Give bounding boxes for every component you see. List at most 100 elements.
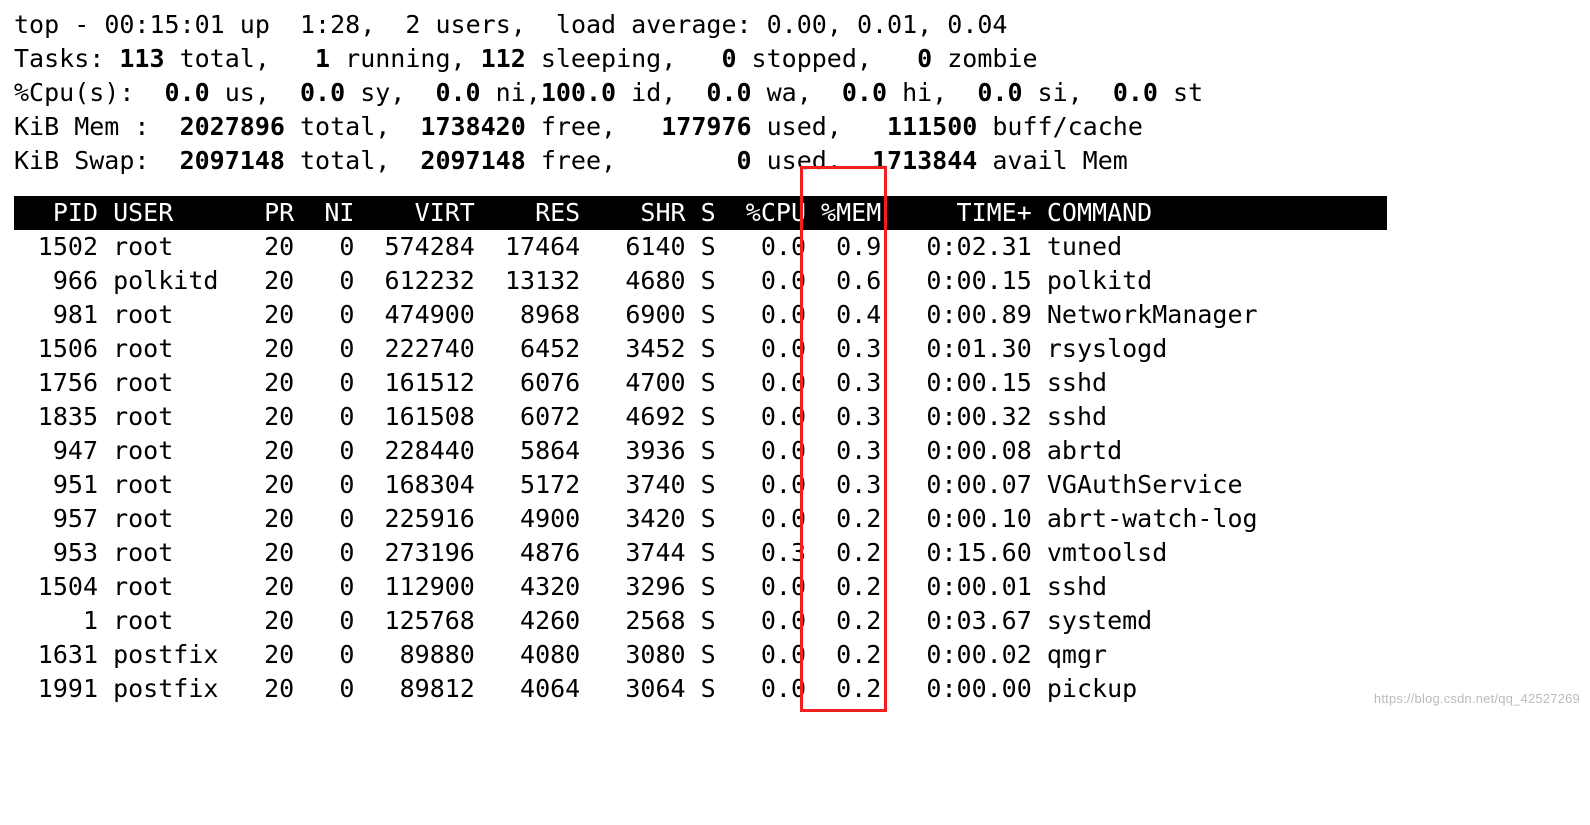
cell-cmd: NetworkManager	[1047, 298, 1387, 332]
cell-shr: 4680	[580, 264, 685, 298]
cell-mem: 0.2	[806, 502, 881, 536]
col-pid[interactable]: PID	[14, 196, 98, 230]
col-ni[interactable]: NI	[294, 196, 354, 230]
cell-res: 6076	[475, 366, 580, 400]
table-row[interactable]: 981 root 20 0 474900 8968 6900 S 0.0 0.4…	[14, 298, 1387, 332]
cell-ni: 0	[294, 604, 354, 638]
cell-pr: 20	[249, 638, 294, 672]
cell-cpu: 0.0	[716, 502, 806, 536]
cell-time: 0:02.31	[896, 230, 1031, 264]
cell-s: S	[686, 536, 716, 570]
cell-user: root	[113, 298, 249, 332]
cell-ni: 0	[294, 672, 354, 706]
table-row[interactable]: 966 polkitd 20 0 612232 13132 4680 S 0.0…	[14, 264, 1387, 298]
table-row[interactable]: 1506 root 20 0 222740 6452 3452 S 0.0 0.…	[14, 332, 1387, 366]
cell-time: 0:00.89	[896, 298, 1031, 332]
cell-ni: 0	[294, 366, 354, 400]
cell-time: 0:00.10	[896, 502, 1031, 536]
table-row[interactable]: 1 root 20 0 125768 4260 2568 S 0.0 0.2 0…	[14, 604, 1387, 638]
cell-pid: 966	[14, 264, 98, 298]
cell-ni: 0	[294, 298, 354, 332]
cell-res: 13132	[475, 264, 580, 298]
col-s[interactable]: S	[686, 196, 716, 230]
cell-cmd: VGAuthService	[1047, 468, 1387, 502]
cell-cpu: 0.3	[716, 536, 806, 570]
cell-res: 4876	[475, 536, 580, 570]
cell-virt: 112900	[354, 570, 474, 604]
cell-pid: 1502	[14, 230, 98, 264]
table-row[interactable]: 1504 root 20 0 112900 4320 3296 S 0.0 0.…	[14, 570, 1387, 604]
cell-pr: 20	[249, 230, 294, 264]
cell-pid: 947	[14, 434, 98, 468]
cell-virt: 89880	[354, 638, 474, 672]
cell-pid: 957	[14, 502, 98, 536]
cell-shr: 4700	[580, 366, 685, 400]
cell-s: S	[686, 264, 716, 298]
cell-mem: 0.2	[806, 638, 881, 672]
cell-cmd: rsyslogd	[1047, 332, 1387, 366]
table-row[interactable]: 957 root 20 0 225916 4900 3420 S 0.0 0.2…	[14, 502, 1387, 536]
cell-time: 0:00.32	[896, 400, 1031, 434]
cell-shr: 6140	[580, 230, 685, 264]
cell-cpu: 0.0	[716, 264, 806, 298]
col-res[interactable]: RES	[475, 196, 580, 230]
table-row[interactable]: 1835 root 20 0 161508 6072 4692 S 0.0 0.…	[14, 400, 1387, 434]
cell-user: root	[113, 604, 249, 638]
col-user[interactable]: USER	[113, 196, 249, 230]
summary-line-swap: KiB Swap: 2097148 total, 2097148 free, 0…	[14, 144, 1576, 178]
cell-user: root	[113, 434, 249, 468]
cell-pid: 981	[14, 298, 98, 332]
cell-virt: 228440	[354, 434, 474, 468]
col-shr[interactable]: SHR	[580, 196, 685, 230]
col-time[interactable]: TIME+	[896, 196, 1031, 230]
cell-ni: 0	[294, 434, 354, 468]
table-header-row: PID USER PR NI VIRT RES SHR S %CPU %MEM …	[14, 196, 1387, 230]
cell-pr: 20	[249, 536, 294, 570]
table-row[interactable]: 1502 root 20 0 574284 17464 6140 S 0.0 0…	[14, 230, 1387, 264]
col-cpu[interactable]: %CPU	[716, 196, 806, 230]
col-command[interactable]: COMMAND	[1047, 196, 1387, 230]
cell-mem: 0.3	[806, 366, 881, 400]
cell-virt: 225916	[354, 502, 474, 536]
cell-user: root	[113, 332, 249, 366]
cell-cmd: polkitd	[1047, 264, 1387, 298]
cell-virt: 125768	[354, 604, 474, 638]
cell-virt: 89812	[354, 672, 474, 706]
cell-time: 0:15.60	[896, 536, 1031, 570]
cell-cmd: sshd	[1047, 366, 1387, 400]
col-pr[interactable]: PR	[249, 196, 294, 230]
cell-shr: 3452	[580, 332, 685, 366]
cell-time: 0:00.01	[896, 570, 1031, 604]
cell-pid: 1835	[14, 400, 98, 434]
summary-line-tasks: Tasks: 113 total, 1 running, 112 sleepin…	[14, 42, 1576, 76]
cell-time: 0:00.00	[896, 672, 1031, 706]
cell-time: 0:00.08	[896, 434, 1031, 468]
cell-s: S	[686, 230, 716, 264]
cell-ni: 0	[294, 468, 354, 502]
cell-virt: 168304	[354, 468, 474, 502]
table-row[interactable]: 1756 root 20 0 161512 6076 4700 S 0.0 0.…	[14, 366, 1387, 400]
cell-time: 0:00.15	[896, 264, 1031, 298]
summary-line-uptime: top - 00:15:01 up 1:28, 2 users, load av…	[14, 8, 1576, 42]
cell-shr: 2568	[580, 604, 685, 638]
cell-ni: 0	[294, 536, 354, 570]
cell-s: S	[686, 434, 716, 468]
col-virt[interactable]: VIRT	[354, 196, 474, 230]
cell-virt: 161508	[354, 400, 474, 434]
cell-cpu: 0.0	[716, 672, 806, 706]
cell-pr: 20	[249, 400, 294, 434]
cell-user: root	[113, 366, 249, 400]
cell-user: root	[113, 230, 249, 264]
cell-cpu: 0.0	[716, 638, 806, 672]
cell-mem: 0.3	[806, 434, 881, 468]
table-row[interactable]: 1991 postfix 20 0 89812 4064 3064 S 0.0 …	[14, 672, 1387, 706]
cell-virt: 222740	[354, 332, 474, 366]
table-row[interactable]: 947 root 20 0 228440 5864 3936 S 0.0 0.3…	[14, 434, 1387, 468]
table-row[interactable]: 951 root 20 0 168304 5172 3740 S 0.0 0.3…	[14, 468, 1387, 502]
cell-virt: 161512	[354, 366, 474, 400]
cell-shr: 3740	[580, 468, 685, 502]
cell-pr: 20	[249, 366, 294, 400]
table-row[interactable]: 1631 postfix 20 0 89880 4080 3080 S 0.0 …	[14, 638, 1387, 672]
table-row[interactable]: 953 root 20 0 273196 4876 3744 S 0.3 0.2…	[14, 536, 1387, 570]
col-mem[interactable]: %MEM	[806, 196, 881, 230]
